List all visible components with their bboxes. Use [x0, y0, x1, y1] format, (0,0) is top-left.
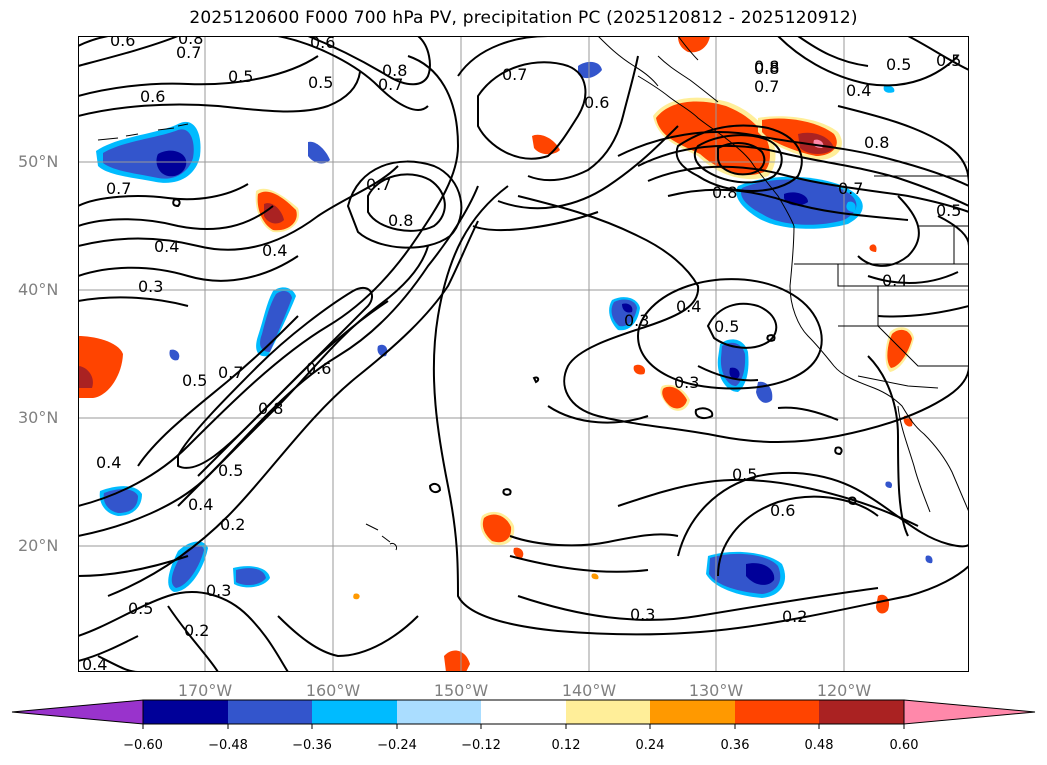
contour-label: 0.3	[206, 581, 231, 600]
colorbar-tick: −0.36	[292, 738, 332, 753]
contour-label: 0.6	[306, 359, 331, 378]
colorbar-bin	[312, 700, 397, 724]
colorbar-bin	[735, 700, 819, 724]
contour-label: 0.7	[218, 363, 243, 382]
colorbar-bin	[228, 700, 312, 724]
contour-label: 0.2	[184, 621, 209, 640]
lon-label-150w: 150°W	[433, 681, 489, 700]
contour-label: 0.7	[502, 65, 527, 84]
colorbar-bin	[481, 700, 566, 724]
colorbar-tick: 0.36	[720, 738, 750, 753]
contour-label: 0.4	[188, 495, 213, 514]
contour-label: 0.8	[712, 183, 737, 202]
map-svg: 0.6 0.7 0.5 0.8 0.6 0.7 0.7 0.6 0.8 0.7 …	[78, 36, 969, 672]
colorbar-bin	[143, 700, 228, 724]
contour-label: 0.2	[782, 607, 807, 626]
contour-label: 0.3	[674, 373, 699, 392]
colorbar-bin	[819, 700, 904, 724]
precip-shading	[78, 36, 933, 672]
contour-label: 0.3	[624, 311, 649, 330]
contour-label: 0.5	[218, 461, 243, 480]
contour-label: 0.5	[128, 599, 153, 618]
colorbar-tick: 0.60	[889, 738, 919, 753]
contour-label: 0.8	[382, 61, 407, 80]
contour-label: 0.4	[262, 241, 287, 260]
lon-label-130w: 130°W	[688, 681, 744, 700]
contour-label: 0.8	[258, 399, 283, 418]
colorbar-tick: 0.48	[804, 738, 834, 753]
contour-label: 0.8	[754, 59, 779, 78]
coastlines	[97, 36, 969, 551]
contour-label: 0.5	[182, 371, 207, 390]
contour-label: 0.8	[864, 133, 889, 152]
contour-label: 0.5	[308, 73, 333, 92]
contour-label: 0.7	[378, 75, 403, 94]
contour-label: 0.4	[82, 655, 107, 672]
colorbar-tick: −0.12	[461, 738, 501, 753]
pv-contours	[78, 36, 969, 672]
contour-labels: 0.6 0.7 0.5 0.8 0.6 0.7 0.7 0.6 0.8 0.7 …	[82, 36, 961, 672]
contour-label: 0.6	[584, 93, 609, 112]
contour-label: 0.4	[882, 271, 907, 290]
contour-label: 0.3	[630, 605, 655, 624]
colorbar-bin	[397, 700, 481, 724]
colorbar-extend-high	[903, 699, 1036, 725]
map-title: 2025120600 F000 700 hPa PV, precipitatio…	[189, 8, 858, 28]
colorbar-bin	[650, 700, 735, 724]
contour-label: 0.5	[714, 317, 739, 336]
contour-label: 0.7	[176, 43, 201, 62]
contour-label: 0.5	[936, 201, 961, 220]
contour-label: 0.5	[936, 51, 961, 70]
colorbar-bin	[566, 700, 650, 724]
lon-label-120w: 120°W	[816, 681, 872, 700]
colorbar	[11, 699, 1036, 729]
contour-label: 0.6	[110, 36, 135, 50]
contour-label: 0.2	[220, 515, 245, 534]
colorbar-tick: 0.24	[635, 738, 665, 753]
lon-label-170w: 170°W	[177, 681, 233, 700]
small-closed-contours	[172, 198, 857, 506]
contour-label: 0.6	[140, 87, 165, 106]
contour-label: 0.5	[732, 465, 757, 484]
map-panel[interactable]: 0.6 0.7 0.5 0.8 0.6 0.7 0.7 0.6 0.8 0.7 …	[78, 36, 969, 672]
contour-label: 0.7	[754, 77, 779, 96]
contour-label: 0.7	[366, 175, 391, 194]
contour-label: 0.5	[228, 67, 253, 86]
graticule	[78, 36, 969, 672]
lat-label-20n: 20°N	[18, 536, 59, 555]
colorbar-tick: 0.12	[551, 738, 581, 753]
contour-label: 0.4	[154, 237, 179, 256]
lat-label-50n: 50°N	[18, 152, 59, 171]
contour-label: 0.7	[106, 179, 131, 198]
contour-label: 0.8	[754, 57, 779, 76]
contour-label: 0.4	[846, 81, 871, 100]
colorbar-tick: −0.24	[377, 738, 417, 753]
lon-label-140w: 140°W	[561, 681, 617, 700]
contour-label: 0.3	[138, 277, 163, 296]
colorbar-tick: −0.48	[208, 738, 248, 753]
contour-label: 0.6	[770, 501, 795, 520]
lat-label-40n: 40°N	[18, 280, 59, 299]
contour-label: 0.4	[96, 453, 121, 472]
contour-label: 0.8	[388, 211, 413, 230]
contour-label: 0.5	[886, 55, 911, 74]
colorbar-tick: −0.60	[123, 738, 163, 753]
contour-label: 0.7	[838, 179, 863, 198]
contour-label: 0.8	[178, 36, 203, 48]
colorbar-extend-low	[11, 699, 144, 725]
contour-label: 0.6	[310, 36, 335, 52]
lat-label-30n: 30°N	[18, 408, 59, 427]
contour-label: 0.4	[676, 297, 701, 316]
lon-label-160w: 160°W	[305, 681, 361, 700]
